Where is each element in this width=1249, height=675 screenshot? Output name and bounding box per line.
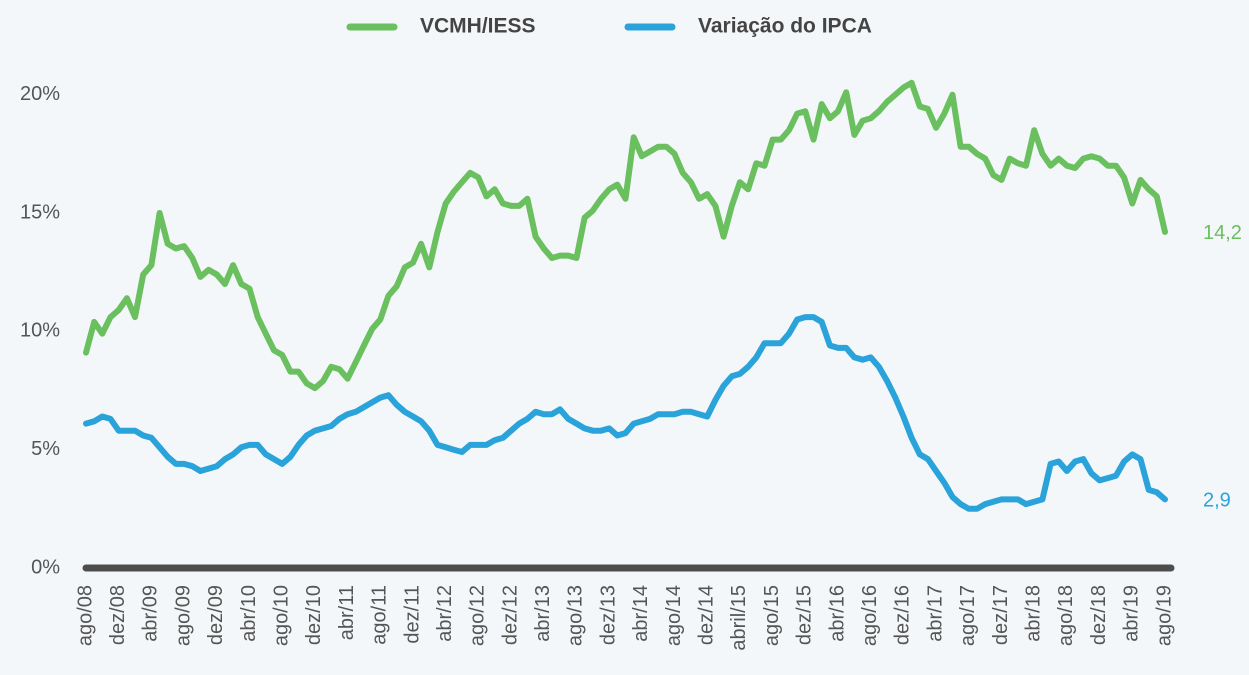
x-tick-label: dez/12: [499, 585, 521, 645]
value-label: 14,2: [1203, 222, 1242, 244]
series-line: [83, 314, 1168, 512]
legend-text: Variação do IPCA: [698, 15, 872, 38]
x-tick-label: abr/13: [532, 585, 554, 642]
y-tick-label: 5%: [31, 438, 60, 460]
y-tick-label: 20%: [20, 83, 60, 105]
x-tick-label: ago/10: [270, 585, 292, 646]
x-tick-label: dez/10: [303, 585, 325, 645]
x-tick-label: abr/16: [826, 585, 848, 642]
x-tick-label: ago/12: [467, 585, 489, 646]
x-tick-label: dez/08: [107, 585, 129, 645]
x-tick-label: ago/18: [1055, 585, 1077, 646]
x-tick-label: ago/16: [859, 585, 881, 646]
x-tick-label: abr/18: [1022, 585, 1044, 642]
y-tick-label: 10%: [20, 320, 60, 342]
x-tick-label: abr/14: [630, 585, 652, 642]
x-tick-label: abr/11: [336, 585, 358, 640]
x-tick-label: abr/17: [924, 585, 946, 642]
y-tick-label: 15%: [20, 201, 60, 223]
x-tick-label: dez/18: [1088, 585, 1110, 645]
x-tick-label: dez/13: [597, 585, 619, 645]
value-label: 2,9: [1203, 490, 1231, 512]
x-tick-label: abr/19: [1121, 585, 1143, 642]
x-tick-label: abr/12: [434, 585, 456, 642]
x-tick-label: dez/17: [990, 585, 1012, 645]
x-tick-label: ago/15: [761, 585, 783, 646]
x-tick-label: ago/13: [565, 585, 587, 646]
y-tick-label: 0%: [31, 556, 60, 578]
x-tick-label: dez/14: [696, 585, 718, 645]
series-line: [83, 79, 1168, 392]
x-tick-label: ago/08: [74, 585, 96, 646]
x-tick-label: dez/09: [205, 585, 227, 645]
x-tick-label: abr/09: [140, 585, 162, 642]
x-tick-label: ago/11: [369, 585, 391, 645]
x-tick-label: ago/19: [1153, 585, 1175, 646]
x-tick-label: abr/10: [238, 585, 260, 642]
x-tick-label: dez/11: [401, 585, 423, 644]
x-tick-label: ago/17: [957, 585, 979, 646]
legend-text: VCMH/IESS: [420, 15, 536, 38]
x-tick-label: dez/15: [794, 585, 816, 645]
x-tick-label: abril/15: [728, 585, 750, 651]
x-tick-label: ago/09: [172, 585, 194, 646]
x-tick-label: dez/16: [892, 585, 914, 645]
x-tick-label: ago/14: [663, 585, 685, 646]
